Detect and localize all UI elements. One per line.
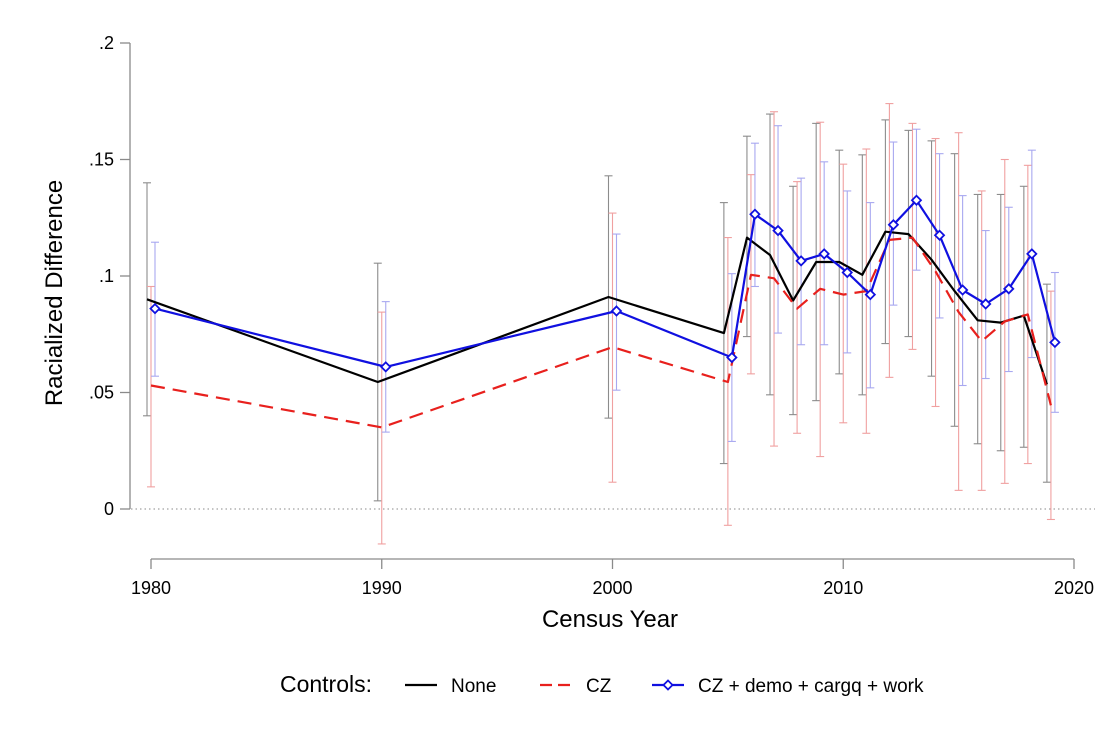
data-point-cz-demo-cargq-work <box>1049 336 1061 349</box>
data-point-cz-demo-cargq-work <box>979 298 992 310</box>
legend-marker-cz-demo-cargq-work <box>662 679 674 691</box>
axes: 0 .05 .1 .15 .2 1980 1990 2000 2010 2020 <box>89 33 1095 598</box>
y-tick-label: .1 <box>99 266 114 286</box>
series-line-cz <box>150 236 1052 429</box>
data-point-cz-demo-cargq-work <box>749 208 761 221</box>
x-tick-label: 2000 <box>592 578 632 598</box>
data-point-cz-demo-cargq-work <box>818 248 830 260</box>
data-point-cz-demo-cargq-work <box>910 194 923 207</box>
data-point-cz-demo-cargq-work <box>795 255 807 267</box>
data-point-cz-demo-cargq-work <box>933 229 946 241</box>
legend-label-none: None <box>451 676 496 697</box>
y-axis-title: Racialized Difference <box>41 180 68 406</box>
x-tick-label: 1990 <box>362 578 402 598</box>
data-point-cz-demo-cargq-work <box>726 351 738 364</box>
data-point-cz-demo-cargq-work <box>887 218 900 231</box>
y-tick-label: .05 <box>89 383 114 403</box>
legend-title: Controls: <box>280 671 372 697</box>
data-point-cz-demo-cargq-work <box>841 266 854 279</box>
data-point-cz-demo-cargq-work <box>149 302 161 315</box>
data-point-cz-demo-cargq-work <box>379 361 392 373</box>
legend-label-cz-demo-cargq-work: CZ + demo + cargq + work <box>698 676 924 697</box>
legend-label-cz: CZ <box>586 676 612 697</box>
data-point-cz-demo-cargq-work <box>1026 248 1038 260</box>
data-point-cz-demo-cargq-work <box>610 305 623 317</box>
y-tick-label: .2 <box>99 33 114 53</box>
x-axis-title: Census Year <box>542 606 678 633</box>
series-line-none <box>146 230 1048 385</box>
data-point-cz-demo-cargq-work <box>772 224 784 237</box>
data-point-cz-demo-cargq-work <box>1003 283 1015 295</box>
x-tick-label: 1980 <box>131 578 171 598</box>
y-tick-label: .15 <box>89 150 114 170</box>
series-markers <box>149 194 1061 373</box>
x-tick-label: 2010 <box>823 578 863 598</box>
data-point-cz-demo-cargq-work <box>956 284 969 296</box>
data-point-cz-demo-cargq-work <box>864 288 877 301</box>
series-line-cz-demo-cargq-work <box>154 199 1056 368</box>
series-lines <box>146 199 1056 429</box>
legend: Controls: None CZ CZ + demo + cargq + work <box>280 671 924 697</box>
x-tick-label: 2020 <box>1054 578 1094 598</box>
y-tick-label: 0 <box>104 499 114 519</box>
